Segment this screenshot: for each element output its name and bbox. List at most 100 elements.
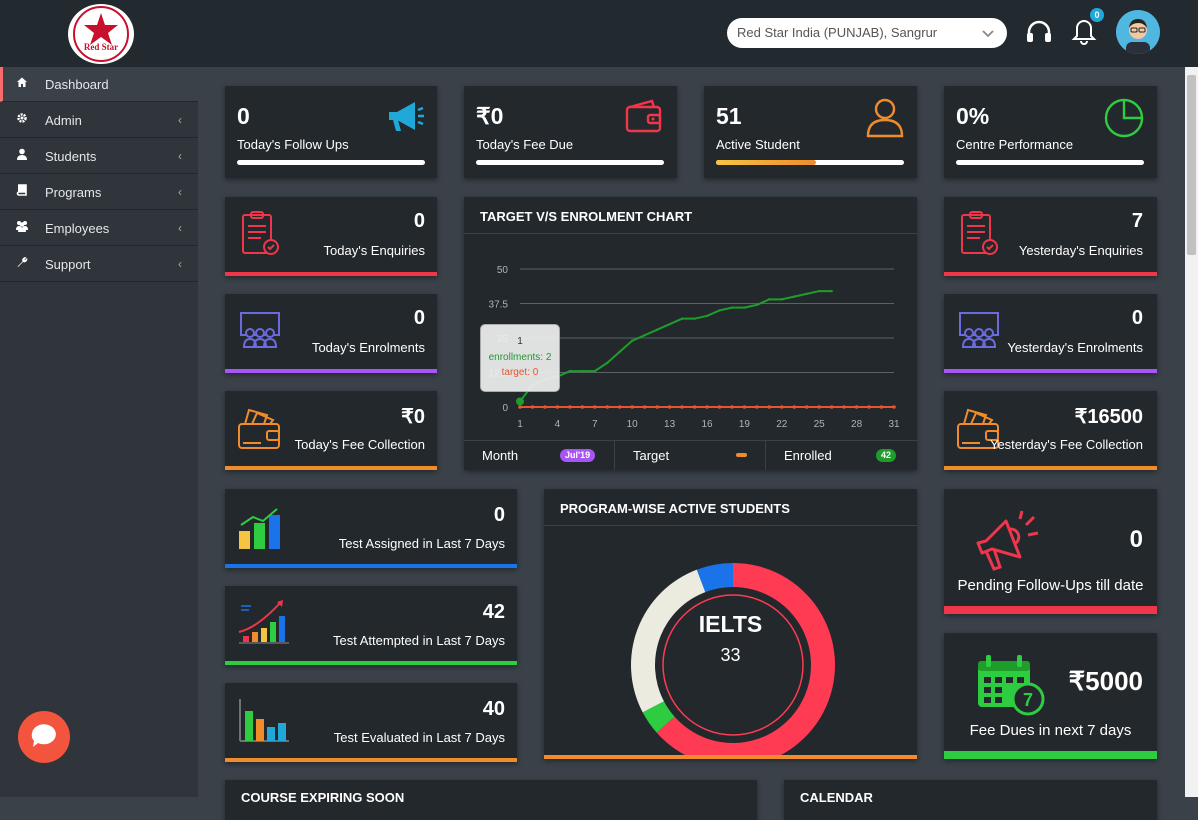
donut-inner-ring [662, 594, 804, 736]
data-point-enrollments [618, 350, 621, 353]
card-today-enrolments[interactable]: 0 Today's Enrolments [225, 294, 437, 373]
card-label: Active Student [716, 137, 800, 152]
data-point-target [817, 405, 821, 409]
card-yesterday-enquiries[interactable]: 7 Yesterday's Enquiries [944, 197, 1157, 276]
card-active-student[interactable]: 51 Active Student [704, 86, 917, 178]
chart-title: TARGET V/S ENROLMENT CHART [480, 209, 693, 224]
data-point-target [780, 405, 784, 409]
card-value: 0 [237, 103, 250, 129]
card-yesterday-fee-collection[interactable]: ₹16500 Yesterday's Fee Collection [944, 391, 1157, 470]
clipboard-icon [239, 210, 283, 263]
sidebar-item-programs[interactable]: Programs ‹ [0, 175, 198, 210]
sidebar-item-students[interactable]: Students ‹ [0, 139, 198, 174]
card-label: Yesterday's Enrolments [1007, 340, 1143, 355]
data-point-enrollments [655, 328, 659, 331]
card-stripe [944, 751, 1157, 759]
data-point-target [829, 405, 834, 409]
card-value: 7 [1131, 210, 1143, 232]
footer-target-label: Target [633, 448, 670, 463]
bar-chart-icon [237, 505, 291, 556]
card-value: 0 [1131, 307, 1143, 329]
card-stripe [225, 661, 517, 665]
card-today-follow-ups[interactable]: 0 Today's Follow Ups [225, 86, 437, 178]
pie-icon [1102, 96, 1146, 145]
data-point-enrollments [830, 289, 833, 293]
divider [765, 441, 766, 470]
wrench-icon [15, 247, 29, 282]
red-star-logo[interactable]: Red Star [68, 4, 134, 64]
data-point-enrollments [730, 306, 734, 309]
location-select[interactable]: Red Star India (PUNJAB), Sangrur [727, 18, 1007, 48]
chevron-down-icon [981, 19, 995, 60]
program-wise-active-students-card: PROGRAM-WISE ACTIVE STUDENTS IELTS 33 [544, 489, 917, 759]
chevron-left-icon: ‹ [178, 149, 182, 163]
data-point-target [842, 405, 846, 409]
chevron-left-icon: ‹ [178, 221, 182, 235]
card-pending-follow-ups[interactable]: 0 Pending Follow-Ups till date [944, 489, 1157, 614]
data-point-target [804, 405, 809, 409]
chevron-left-icon: ‹ [178, 185, 182, 199]
card-yesterday-enrolments[interactable]: 0 Yesterday's Enrolments [944, 294, 1157, 373]
scrollbar-thumb[interactable] [1187, 75, 1196, 255]
progress-bar [476, 160, 664, 165]
headset-icon[interactable] [1025, 19, 1053, 50]
card-fee-dues-next-7-days[interactable]: 7 ₹5000 Fee Dues in next 7 days [944, 633, 1157, 759]
card-centre-performance[interactable]: 0% Centre Performance [944, 86, 1157, 178]
data-point-target [742, 405, 747, 409]
data-point-enrollments [606, 361, 609, 365]
data-point-target [655, 405, 659, 409]
card-today-fee-due[interactable]: ₹0 Today's Fee Due [464, 86, 677, 178]
card-test-assigned[interactable]: 0 Test Assigned in Last 7 Days [225, 489, 517, 568]
scrollbar-track[interactable] [1185, 67, 1198, 797]
donut-chart[interactable] [544, 525, 917, 755]
card-today-fee-collection[interactable]: ₹0 Today's Fee Collection [225, 391, 437, 470]
card-value: 0% [956, 103, 990, 129]
data-point-enrollments [818, 289, 821, 293]
data-point-target [593, 405, 597, 409]
card-label: Today's Enquiries [323, 243, 425, 258]
y-tick-label: 50 [497, 265, 509, 276]
book-icon [15, 175, 29, 210]
card-label: Test Assigned in Last 7 Days [338, 536, 505, 551]
card-value: 0 [413, 210, 425, 232]
data-point-target [605, 405, 610, 409]
card-stripe [225, 272, 437, 276]
footer-month-label: Month [482, 448, 519, 463]
card-today-enquiries[interactable]: 0 Today's Enquiries [225, 197, 437, 276]
card-label: Test Evaluated in Last 7 Days [333, 730, 505, 745]
sidebar-item-admin[interactable]: Admin ‹ [0, 103, 198, 138]
growth-chart-icon [237, 598, 291, 651]
sidebar-item-employees[interactable]: Employees ‹ [0, 211, 198, 246]
data-point-target [642, 405, 647, 409]
data-point-enrollments [593, 369, 596, 373]
sidebar-item-label: Students [45, 149, 97, 164]
bell-icon[interactable] [1070, 15, 1098, 50]
data-point-target [867, 405, 871, 409]
sidebar-item-support[interactable]: Support ‹ [0, 247, 198, 282]
card-value: 0 [1129, 526, 1143, 553]
card-test-evaluated[interactable]: 40 Test Evaluated in Last 7 Days [225, 683, 517, 762]
x-tick-label: 13 [664, 419, 676, 430]
card-label: Today's Fee Collection [294, 437, 425, 452]
data-point-target [879, 405, 884, 409]
card-value: 0 [493, 504, 505, 526]
divider [614, 441, 615, 470]
card-label: Pending Follow-Ups till date [957, 577, 1144, 594]
data-point-target [518, 405, 522, 409]
card-label: Today's Fee Due [476, 137, 574, 152]
card-stripe [225, 564, 517, 568]
sidebar-item-dashboard[interactable]: Dashboard [0, 67, 198, 102]
card-stripe [944, 272, 1157, 276]
data-point-target [680, 405, 684, 409]
x-tick-label: 25 [814, 419, 826, 430]
x-tick-label: 31 [888, 419, 900, 430]
target-legend-swatch [736, 453, 747, 457]
card-test-attempted[interactable]: 42 Test Attempted in Last 7 Days [225, 586, 517, 665]
avatar[interactable] [1116, 10, 1160, 54]
data-point-enrollments [631, 339, 634, 342]
data-point-enrollments [705, 314, 709, 318]
location-select-value: Red Star India (PUNJAB), Sangrur [737, 25, 938, 40]
card-title: CALENDAR [800, 790, 873, 805]
chat-button[interactable] [18, 711, 70, 763]
